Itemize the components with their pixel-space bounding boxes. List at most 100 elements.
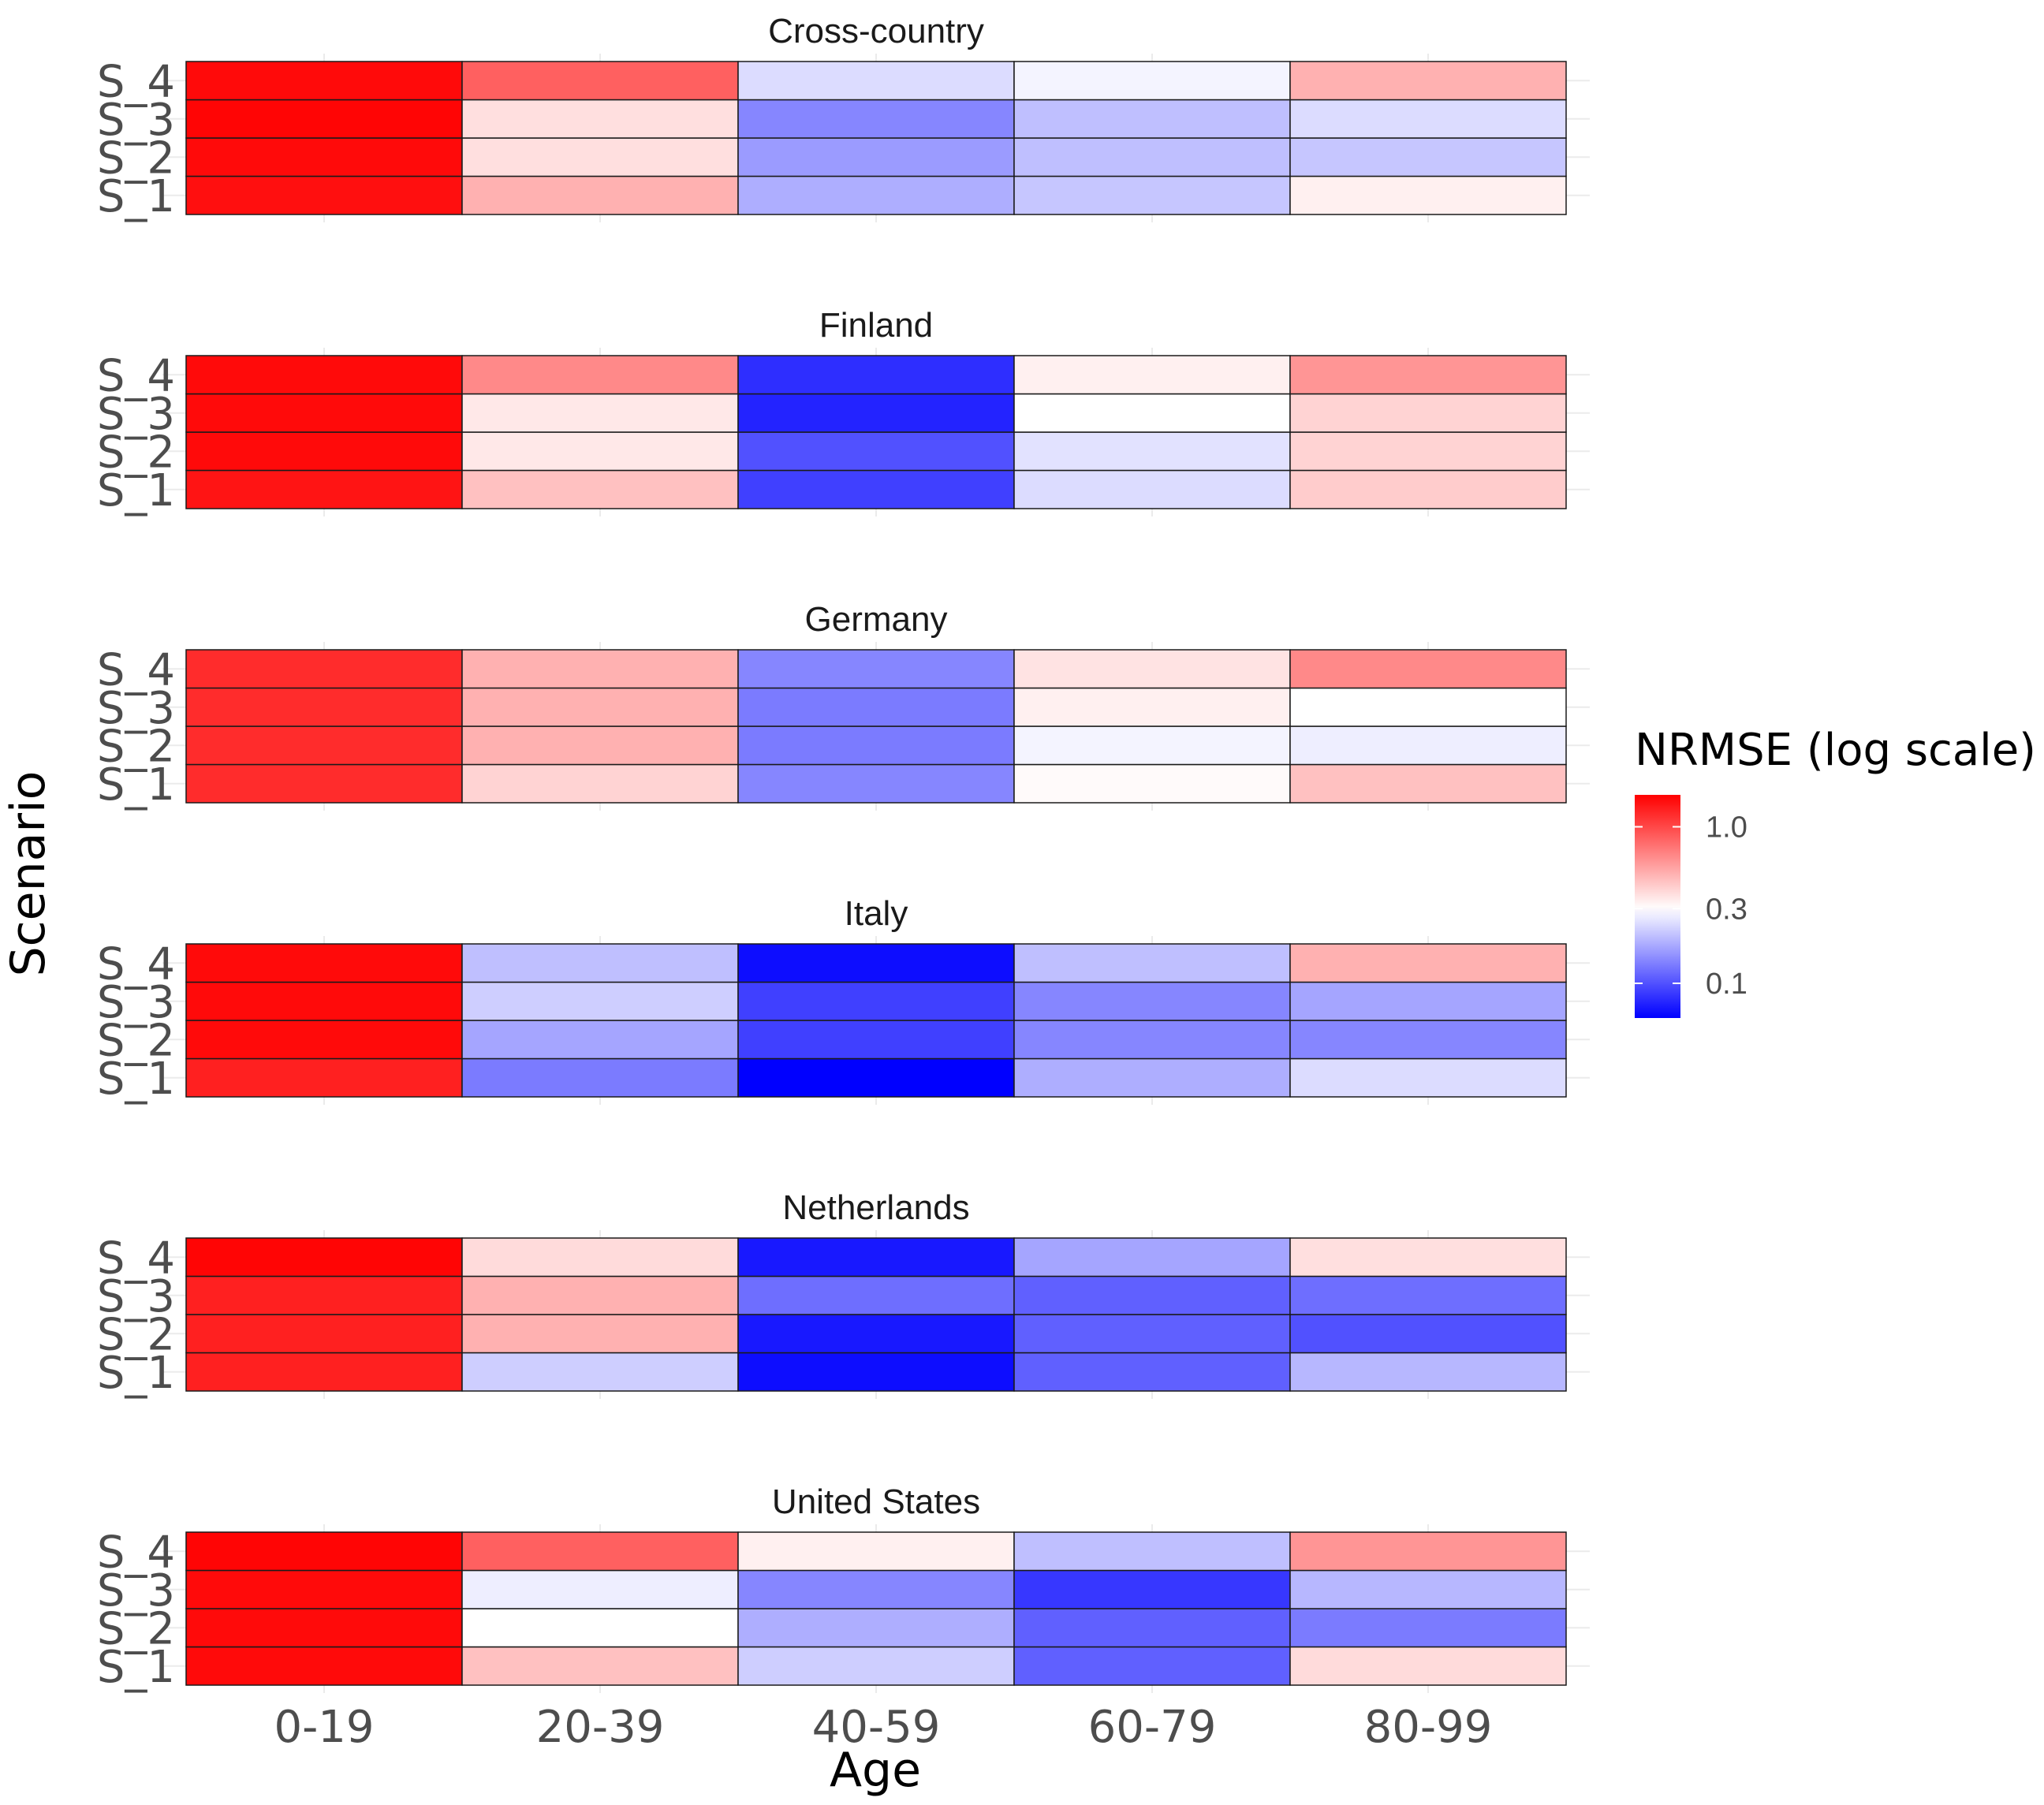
heatmap-tile: [1289, 981, 1567, 1021]
heatmap-tile: [737, 355, 1015, 395]
heatmap-tile: [461, 1314, 739, 1354]
heatmap-tile: [1013, 99, 1291, 139]
heatmap-tile: [1013, 393, 1291, 433]
x-tick-label: 40-59: [812, 1702, 941, 1753]
heatmap-tile: [1289, 469, 1567, 509]
heatmap-tile: [1289, 175, 1567, 215]
heatmap-tile: [1013, 763, 1291, 804]
heatmap-tile: [1289, 1569, 1567, 1609]
heatmap-tile: [1289, 1646, 1567, 1686]
y-tick-label: S_4: [97, 1233, 175, 1284]
legend-ticks: 1.0 0.3 0.1: [1635, 811, 1747, 1001]
heatmap-tile: [1013, 1531, 1291, 1572]
heatmap-tile: [737, 725, 1015, 766]
heatmap-tile: [185, 1646, 463, 1686]
heatmap-tile: [461, 763, 739, 804]
heatmap-tile: [737, 1531, 1015, 1572]
heatmap-tile: [737, 1057, 1015, 1098]
heatmap-tile: [1013, 137, 1291, 177]
heatmap-tile: [185, 1275, 463, 1315]
x-axis-title: Age: [830, 1743, 921, 1798]
heatmap-tile: [185, 99, 463, 139]
heatmap-tile: [737, 1569, 1015, 1609]
heatmap-tile: [1289, 137, 1567, 177]
heatmap-tile: [185, 649, 463, 689]
y-tick-label: S_2: [97, 1015, 175, 1066]
heatmap-tile: [461, 393, 739, 433]
heatmap-tile: [737, 649, 1015, 689]
facet-title: Finland: [819, 306, 933, 345]
y-tick-label: S_3: [97, 683, 175, 734]
heatmap-tile: [185, 355, 463, 395]
heatmap-tile: [1013, 981, 1291, 1021]
heatmap-tile: [185, 687, 463, 727]
heatmap-tile: [461, 687, 739, 727]
heatmap-tile: [737, 393, 1015, 433]
heatmap-tile: [737, 1314, 1015, 1354]
heatmap-tile: [461, 431, 739, 472]
heatmap-tile: [1013, 1275, 1291, 1315]
heatmap-tile: [461, 649, 739, 689]
heatmap-tile: [185, 1314, 463, 1354]
heatmap-tile: [1013, 1020, 1291, 1060]
heatmap-tile: [461, 943, 739, 983]
y-tick-label: S_2: [97, 721, 175, 772]
facet-finland: Finland S_1S_2S_3S_4: [97, 306, 1590, 517]
x-tick-label: 60-79: [1088, 1702, 1217, 1753]
heatmap-tile: [185, 175, 463, 215]
heatmap-tile: [185, 1057, 463, 1098]
y-tick-label: S_3: [97, 1271, 175, 1322]
heatmap-tile: [1013, 1608, 1291, 1648]
heatmap-tile: [1289, 1057, 1567, 1098]
heatmap-tile: [737, 431, 1015, 472]
heatmap-tile: [185, 1569, 463, 1609]
heatmap-tile: [1013, 1569, 1291, 1609]
heatmap-tile: [1289, 99, 1567, 139]
y-tick-label: S_3: [97, 977, 175, 1028]
heatmap-tile: [185, 431, 463, 472]
heatmap-tile: [461, 1608, 739, 1648]
heatmap-tile: [737, 469, 1015, 509]
heatmap-tile: [1289, 1020, 1567, 1060]
heatmap-tile: [737, 1608, 1015, 1648]
y-tick-label: S_2: [97, 1309, 175, 1360]
heatmap-tile: [461, 1057, 739, 1098]
heatmap-tile: [737, 1646, 1015, 1686]
y-tick-label: S_4: [97, 938, 175, 990]
y-tick-label: S_2: [97, 427, 175, 478]
heatmap-tile: [737, 763, 1015, 804]
heatmap-tile: [461, 61, 739, 101]
legend-colorbar: [1635, 795, 1680, 1018]
heatmap-tile: [185, 1531, 463, 1572]
heatmap-tile: [461, 99, 739, 139]
y-tick-label: S_4: [97, 644, 175, 696]
facet-italy: Italy S_1S_2S_3S_4: [97, 894, 1590, 1105]
heatmap-tile: [1013, 1237, 1291, 1277]
legend-tick-label: 0.1: [1706, 968, 1747, 1001]
heatmap-tile: [1013, 1646, 1291, 1686]
heatmap-tile: [1013, 61, 1291, 101]
heatmap-tile: [185, 725, 463, 766]
heatmap-tile: [185, 1020, 463, 1060]
legend-tick-label: 0.3: [1706, 893, 1747, 926]
heatmap-tile: [461, 981, 739, 1021]
facet-germany: Germany S_1S_2S_3S_4: [97, 600, 1590, 811]
heatmap-tile: [185, 469, 463, 509]
heatmap-tile: [1289, 1608, 1567, 1648]
heatmap-tile: [737, 1237, 1015, 1277]
heatmap-tile: [1013, 687, 1291, 727]
heatmap-tile: [1289, 943, 1567, 983]
facet-cross-country: Cross-country S_1S_2S_3S_4: [97, 12, 1590, 222]
y-tick-label: S_2: [97, 1603, 175, 1654]
heatmap-tile: [461, 1020, 739, 1060]
heatmap-tile: [461, 1646, 739, 1686]
heatmap-tile: [1289, 1314, 1567, 1354]
facet-title: Netherlands: [782, 1188, 969, 1227]
heatmap-tile: [185, 1608, 463, 1648]
facet-netherlands: Netherlands S_1S_2S_3S_4: [97, 1188, 1590, 1399]
y-tick-label: S_3: [97, 1565, 175, 1617]
heatmap-tile: [1289, 725, 1567, 766]
heatmap-tile: [1013, 1314, 1291, 1354]
heatmap-tile: [461, 137, 739, 177]
heatmap-tile: [1013, 355, 1291, 395]
